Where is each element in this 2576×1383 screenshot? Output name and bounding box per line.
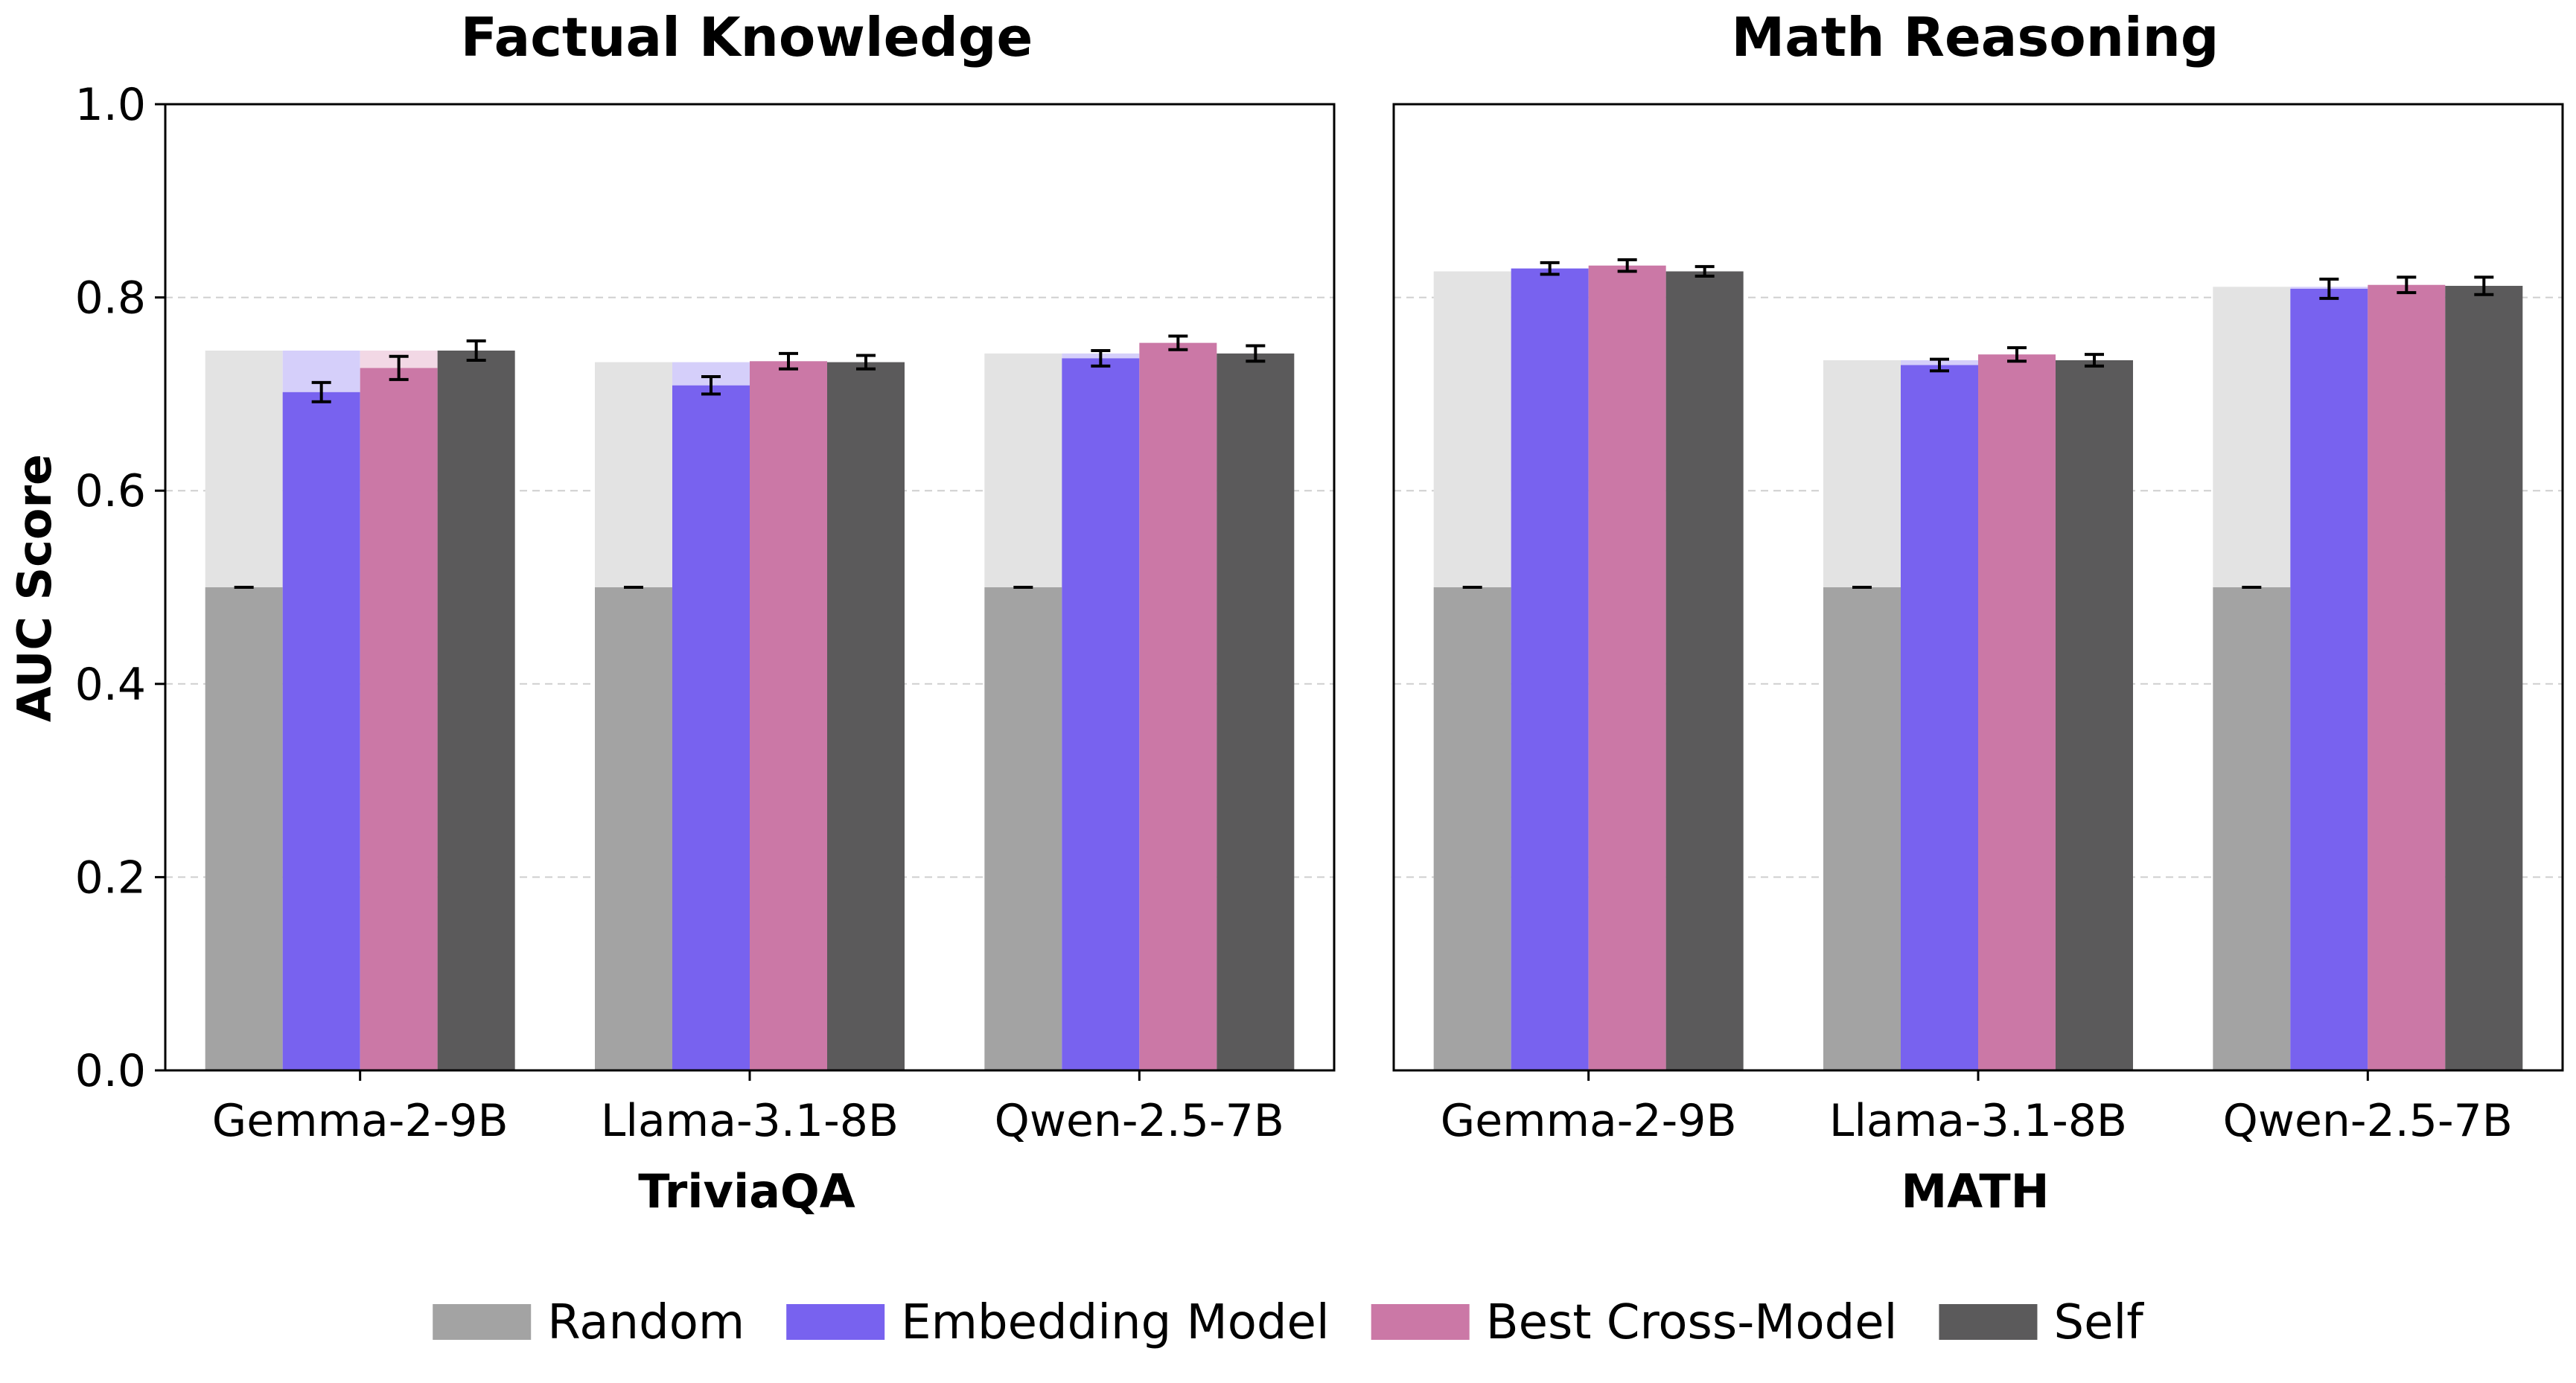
bar-self-qwen-2-5-7b <box>1217 353 1295 1070</box>
x-tick-label-gemma-2-9b: Gemma-2-9B <box>1441 1095 1737 1147</box>
bar-best-cross-model-qwen-2-5-7b <box>2368 284 2446 1070</box>
y-tick-label: 0.8 <box>75 272 146 325</box>
x-tick-label-qwen-2-5-7b: Qwen-2.5-7B <box>2223 1095 2513 1147</box>
legend-label-random: Random <box>547 1295 745 1350</box>
reference-gap-llama-3-1-8b <box>1823 360 1901 587</box>
y-tick-label: 0.6 <box>75 465 146 517</box>
legend-label-self: Self <box>2053 1295 2144 1350</box>
bar-random-llama-3-1-8b <box>1823 587 1901 1070</box>
legend-label-embedding-model: Embedding Model <box>901 1295 1330 1350</box>
reference-gap-qwen-2-5-7b <box>2213 287 2291 587</box>
bar-embedding-model-qwen-2-5-7b <box>2290 288 2368 1071</box>
legend-swatch-self <box>1939 1304 2038 1340</box>
panel-title-math: Math Reasoning <box>1732 6 2219 68</box>
bar-self-llama-3-1-8b <box>2056 360 2133 1071</box>
bar-random-gemma-2-9b <box>1433 587 1511 1070</box>
x-tick-label-llama-3-1-8b: Llama-3.1-8B <box>601 1095 899 1147</box>
bar-embedding-model-llama-3-1-8b <box>672 385 750 1070</box>
bar-random-qwen-2-5-7b <box>2213 587 2291 1070</box>
panel-factual-knowledge: Gemma-2-9B Llama-3.1-8B Qwen-2.5-7B 0.0 0.2 0… <box>75 79 1336 1147</box>
bar-random-llama-3-1-8b <box>595 587 672 1070</box>
bar-self-llama-3-1-8b <box>827 362 905 1070</box>
bar-random-gemma-2-9b <box>205 587 283 1070</box>
bar-embedding-model-llama-3-1-8b <box>1901 365 1978 1071</box>
bar-self-qwen-2-5-7b <box>2445 286 2523 1071</box>
legend-swatch-embedding-model <box>786 1304 885 1340</box>
bar-best-cross-model-llama-3-1-8b <box>750 361 827 1070</box>
panel-math-reasoning: Gemma-2-9B Llama-3.1-8B Qwen-2.5-7B <box>1392 103 2564 1147</box>
x-tick-label-llama-3-1-8b: Llama-3.1-8B <box>1829 1095 2127 1147</box>
x-axis-label-math: MATH <box>1901 1164 2049 1218</box>
bar-embedding-model-gemma-2-9b <box>1511 268 1589 1070</box>
axes-frame <box>1392 103 2564 1072</box>
bar-best-cross-model-qwen-2-5-7b <box>1139 342 1217 1071</box>
reference-gap-gemma-2-9b <box>205 350 283 587</box>
x-tick-label-gemma-2-9b: Gemma-2-9B <box>212 1095 508 1147</box>
bar-best-cross-model-gemma-2-9b <box>360 368 438 1070</box>
legend: Random Embedding Model Best Cross-Model Sel… <box>433 1295 2144 1350</box>
legend-swatch-random <box>433 1304 532 1340</box>
legend-swatch-best-cross-model <box>1371 1304 1470 1340</box>
bar-embedding-model-gemma-2-9b <box>282 392 360 1070</box>
panel-title-factual: Factual Knowledge <box>461 6 1033 68</box>
bar-best-cross-model-llama-3-1-8b <box>1978 354 2056 1070</box>
bar-self-gemma-2-9b <box>437 350 515 1070</box>
y-tick-label: 0.4 <box>75 659 146 711</box>
bar-self-gemma-2-9b <box>1665 271 1744 1071</box>
reference-gap-qwen-2-5-7b <box>984 353 1062 587</box>
reference-gap-gemma-2-9b <box>1433 271 1511 587</box>
bar-best-cross-model-gemma-2-9b <box>1588 265 1666 1070</box>
y-tick-label: 0.0 <box>75 1045 146 1097</box>
reference-gap-llama-3-1-8b <box>595 362 672 587</box>
y-tick-label: 0.2 <box>75 852 146 904</box>
x-tick-label-qwen-2-5-7b: Qwen-2.5-7B <box>995 1095 1284 1147</box>
bar-random-qwen-2-5-7b <box>984 587 1062 1070</box>
axes-frame <box>164 103 1336 1072</box>
legend-label-best-cross-model: Best Cross-Model <box>1486 1295 1898 1350</box>
y-axis-label: AUC Score <box>7 454 62 722</box>
bar-embedding-model-qwen-2-5-7b <box>1062 358 1140 1070</box>
x-axis-label-triviaqa: TriviaQA <box>638 1164 855 1218</box>
y-tick-label: 1.0 <box>75 79 146 131</box>
